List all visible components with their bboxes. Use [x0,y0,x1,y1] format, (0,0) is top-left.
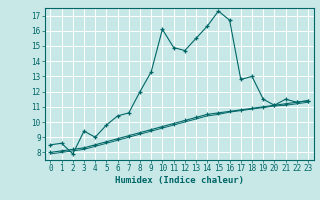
X-axis label: Humidex (Indice chaleur): Humidex (Indice chaleur) [115,176,244,185]
